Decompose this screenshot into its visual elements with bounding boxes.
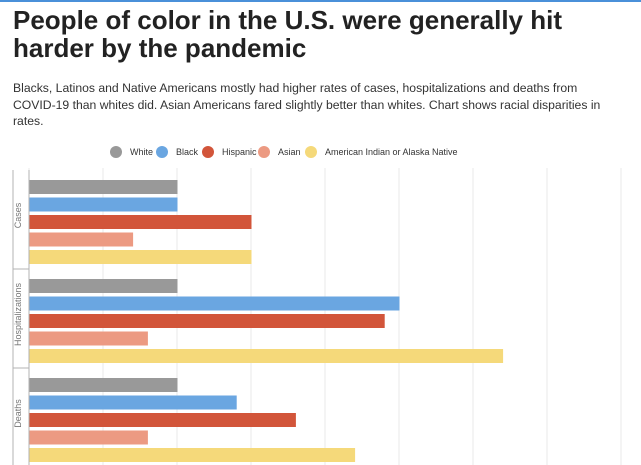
legend-label-hispanic: Hispanic <box>222 147 257 157</box>
bar-deaths-hispanic <box>29 413 296 427</box>
top-accent-line <box>0 0 641 2</box>
legend-label-asian: Asian <box>278 147 301 157</box>
category-label-deaths: Deaths <box>13 399 23 428</box>
bar-hospitalizations-hispanic <box>29 314 385 328</box>
legend-item-white[interactable]: White <box>110 146 153 158</box>
chart-subtitle: Blacks, Latinos and Native Americans mos… <box>13 81 601 128</box>
legend-dot-hispanic <box>202 146 214 158</box>
bar-deaths-american-indian-or-alaska-native <box>29 448 356 462</box>
category-label-hospitalizations: Hospitalizations <box>13 282 23 346</box>
legend-dot-american-indian <box>305 146 317 158</box>
legend-item-hispanic[interactable]: Hispanic <box>202 146 257 158</box>
bar-cases-asian <box>29 232 134 247</box>
bar-deaths-white <box>29 378 178 392</box>
bar-deaths-asian <box>29 430 148 445</box>
legend-label-american-indian: American Indian or Alaska Native <box>325 147 458 157</box>
legend-dot-black <box>156 146 168 158</box>
bar-cases-white <box>29 180 178 194</box>
legend-item-asian[interactable]: Asian <box>258 146 301 158</box>
bar-chart: Cases Hospitalizations Deaths <box>12 168 622 465</box>
legend-label-black: Black <box>176 147 199 157</box>
legend-dot-asian <box>258 146 270 158</box>
bar-cases-american-indian-or-alaska-native <box>29 250 252 264</box>
bar-deaths-black <box>29 395 237 410</box>
bar-hospitalizations-asian <box>29 331 148 346</box>
chart-legend: White Black Hispanic Asian American Indi… <box>0 146 641 160</box>
chart-title: People of color in the U.S. were general… <box>13 5 563 63</box>
bar-cases-black <box>29 197 178 212</box>
bar-hospitalizations-black <box>29 296 400 311</box>
bar-hospitalizations-american-indian-or-alaska-native <box>29 349 504 363</box>
bar-cases-hispanic <box>29 215 252 229</box>
category-label-cases: Cases <box>13 202 23 228</box>
legend-item-black[interactable]: Black <box>156 146 198 158</box>
bar-hospitalizations-white <box>29 279 178 293</box>
legend-dot-white <box>110 146 122 158</box>
legend-item-american-indian[interactable]: American Indian or Alaska Native <box>305 146 458 158</box>
legend-label-white: White <box>130 147 154 157</box>
